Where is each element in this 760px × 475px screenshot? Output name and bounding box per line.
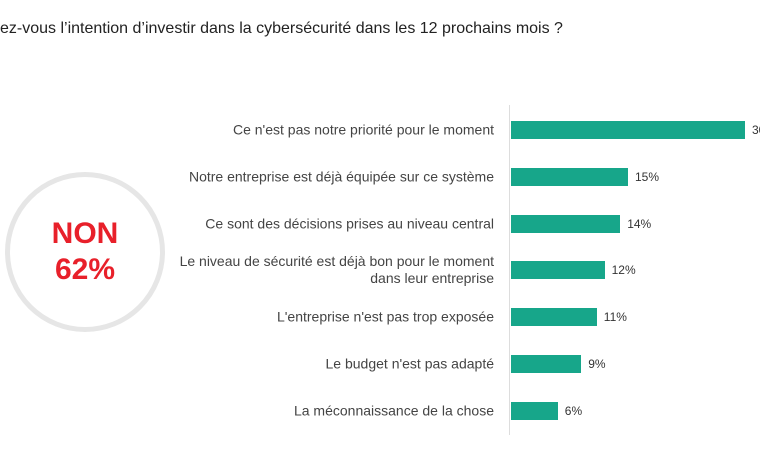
axis-line [509,105,510,435]
category-label: Le budget n'est pas adapté [325,355,494,372]
category-label: La méconnaissance de la chose [293,402,494,419]
category-label: Ce sont des décisions prises au niveau c… [205,215,494,232]
callout-circle: NON 62% [5,172,165,332]
bar [511,214,621,233]
value-label: 9% [588,357,606,371]
value-label: 30% [752,123,760,137]
value-label: 11% [603,310,627,325]
value-label: 12% [611,263,636,278]
bar [511,121,745,139]
bar [511,401,558,420]
bar [511,355,582,373]
chart-title: ez-vous l’intention d’investir dans la c… [0,20,563,37]
bar [511,261,605,280]
category-label: Ce n'est pas notre priorité pour le mome… [232,121,494,138]
value-label: 15% [635,169,660,184]
category-label: Notre entreprise est déjà équipée sur ce… [188,168,494,185]
bar [511,167,628,186]
value-label: 14% [627,216,652,231]
callout-value: 62% [54,253,116,286]
category-label: L'entreprise n'est pas trop exposée [276,308,494,325]
category-label: Le niveau de sécurité est déjà bon pour … [179,253,494,287]
bar [511,308,597,327]
value-label: 6% [564,403,583,418]
callout-label: NON [51,217,119,250]
